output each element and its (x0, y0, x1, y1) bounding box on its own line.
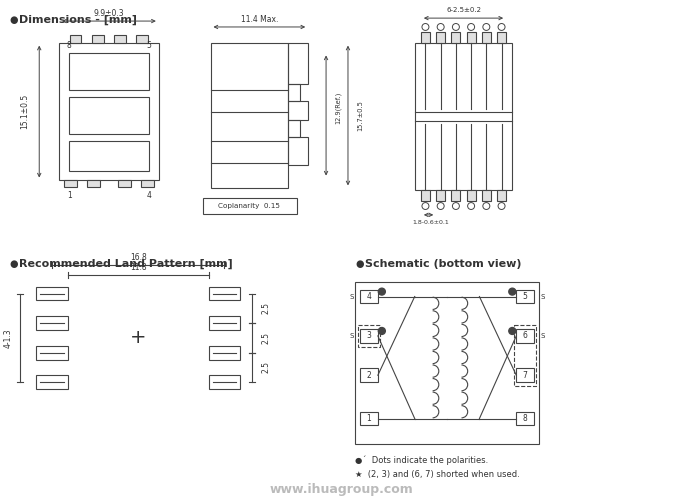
Text: Schematic (bottom view): Schematic (bottom view) (365, 259, 521, 269)
Bar (421, 32, 430, 42)
Bar (69, 97, 149, 134)
Bar (70, 35, 81, 42)
Bar (208, 375, 240, 389)
Bar (497, 190, 506, 201)
Text: Dimensions - [mm]: Dimensions - [mm] (19, 15, 137, 26)
Circle shape (378, 288, 385, 295)
Bar (436, 190, 445, 201)
Bar (466, 190, 475, 201)
Bar (360, 329, 378, 343)
Bar (59, 42, 158, 180)
Circle shape (509, 288, 516, 295)
Text: 12.9(Ref.): 12.9(Ref.) (335, 92, 342, 124)
Bar (436, 32, 445, 42)
Text: 2.5: 2.5 (262, 362, 270, 374)
Text: 15.7±0.5: 15.7±0.5 (357, 100, 363, 131)
Bar (516, 368, 534, 382)
Text: 1: 1 (67, 190, 72, 200)
Text: 1: 1 (367, 414, 372, 423)
Bar (87, 180, 100, 188)
Bar (466, 32, 475, 42)
Bar (210, 42, 288, 188)
Text: 9.9±0.3: 9.9±0.3 (94, 8, 124, 18)
Bar (360, 368, 378, 382)
Text: S: S (350, 294, 354, 300)
Text: 3: 3 (367, 332, 372, 340)
Text: ●´  Dots indicate the polarities.: ●´ Dots indicate the polarities. (355, 456, 488, 466)
Bar (36, 316, 68, 330)
Bar (208, 346, 240, 360)
Bar (451, 190, 460, 201)
Bar (114, 35, 126, 42)
Text: ★  (2, 3) and (6, 7) shorted when used.: ★ (2, 3) and (6, 7) shorted when used. (355, 470, 520, 478)
Circle shape (509, 328, 516, 334)
Text: 1.8-0.6±0.1: 1.8-0.6±0.1 (412, 220, 449, 226)
Text: Coplanarity  0.15: Coplanarity 0.15 (219, 203, 281, 209)
Bar (36, 286, 68, 300)
Bar (69, 52, 149, 90)
Text: ●: ● (355, 259, 363, 269)
Text: +: + (130, 328, 147, 347)
Bar (64, 180, 77, 188)
Text: 4: 4 (367, 292, 372, 301)
Text: 7: 7 (522, 370, 528, 380)
Text: S: S (540, 294, 544, 300)
Text: 16.8: 16.8 (130, 252, 147, 262)
Text: 8: 8 (67, 41, 72, 50)
Bar (208, 316, 240, 330)
Bar (288, 137, 308, 164)
Bar (92, 35, 104, 42)
Bar (118, 180, 131, 188)
Text: 11.8: 11.8 (130, 262, 147, 272)
Bar (358, 325, 380, 346)
Text: Recommended Land Pattern [mm]: Recommended Land Pattern [mm] (19, 259, 233, 270)
Bar (482, 190, 491, 201)
Bar (451, 32, 460, 42)
Bar (514, 325, 536, 386)
Bar (137, 35, 148, 42)
Text: 2: 2 (367, 370, 372, 380)
Bar (516, 329, 534, 343)
Bar (288, 101, 308, 120)
Text: ●: ● (10, 259, 18, 269)
Text: 4-1.3: 4-1.3 (4, 328, 13, 347)
Bar (415, 42, 512, 190)
Bar (36, 375, 68, 389)
Bar (516, 290, 534, 304)
Text: S: S (350, 333, 354, 339)
Bar (141, 180, 154, 188)
Circle shape (378, 328, 385, 334)
Text: www.ihuagroup.com: www.ihuagroup.com (269, 484, 413, 496)
Bar (482, 32, 491, 42)
Text: ●: ● (10, 15, 18, 25)
Bar (360, 412, 378, 426)
Bar (288, 42, 308, 84)
Bar (355, 282, 539, 444)
Text: S: S (540, 333, 544, 339)
Bar (203, 198, 297, 214)
Bar (208, 286, 240, 300)
Text: 6-2.5±0.2: 6-2.5±0.2 (446, 7, 481, 13)
Text: 2.5: 2.5 (262, 332, 270, 344)
Text: 5: 5 (146, 41, 151, 50)
Bar (69, 141, 149, 171)
Bar (288, 84, 300, 101)
Text: 15.1±0.5: 15.1±0.5 (20, 94, 29, 129)
Bar (360, 290, 378, 304)
Text: 4: 4 (146, 190, 151, 200)
Text: 11.4 Max.: 11.4 Max. (240, 14, 278, 24)
Text: 6: 6 (522, 332, 528, 340)
Bar (497, 32, 506, 42)
Bar (421, 190, 430, 201)
Bar (516, 412, 534, 426)
Text: 8: 8 (523, 414, 528, 423)
Text: 2.5: 2.5 (262, 302, 270, 314)
Bar (36, 346, 68, 360)
Text: 5: 5 (522, 292, 528, 301)
Bar (288, 120, 300, 137)
